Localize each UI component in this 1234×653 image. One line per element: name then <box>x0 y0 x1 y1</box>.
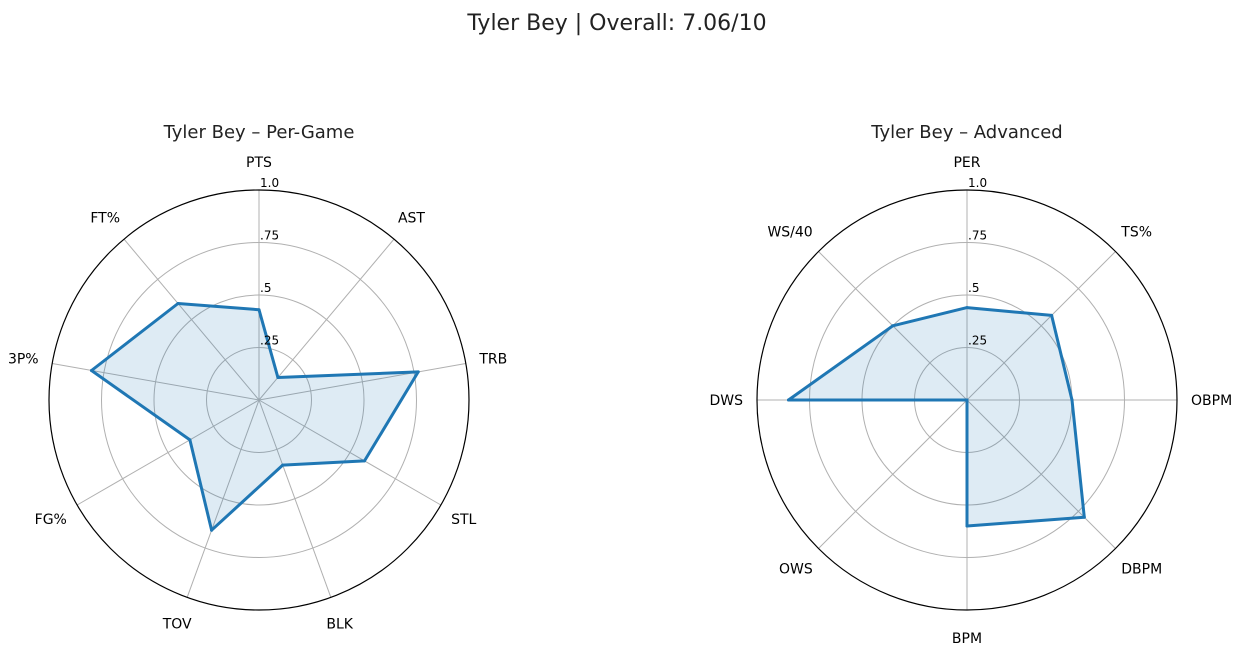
axis-label-stl: STL <box>451 512 476 528</box>
axis-label-per: PER <box>953 155 980 171</box>
data-point-ast <box>276 375 280 379</box>
axis-label-3p-pct: 3P% <box>8 352 39 368</box>
axis-label-fg-pct: FG% <box>35 512 67 528</box>
data-point-trb <box>416 370 420 374</box>
axis-label-ws-40: WS/40 <box>767 225 812 241</box>
tick-label: 1.0 <box>968 176 987 190</box>
tick-label: .25 <box>260 334 279 348</box>
chart-title: Tyler Bey – Advanced <box>870 122 1062 143</box>
data-point-ft-pct <box>176 301 180 305</box>
axis-label-ts-pct: TS% <box>1120 225 1152 241</box>
axis-label-obpm: OBPM <box>1191 393 1232 409</box>
data-point-tov <box>210 528 214 532</box>
data-point-bpm <box>965 524 969 528</box>
outer-boundary <box>756 189 1178 611</box>
data-point-ts-pct <box>1050 313 1054 317</box>
tick-label: .75 <box>968 229 987 243</box>
data-point-3p-pct <box>89 368 93 372</box>
data-point-dbpm <box>1082 515 1086 519</box>
tick-label: .5 <box>260 281 271 295</box>
axis-label-pts: PTS <box>246 155 272 171</box>
axis-label-dws: DWS <box>709 393 743 409</box>
data-point-pts <box>257 308 261 312</box>
axis-label-tov: TOV <box>162 617 192 633</box>
radar-chart-per-game: Tyler Bey – Per-Game .25 .5 .75 1.0 PTS AST TRB… <box>8 122 507 633</box>
axis-spoke <box>966 251 1116 401</box>
axis-label-ows: OWS <box>779 561 813 577</box>
outer-boundary <box>48 189 470 611</box>
data-point-ws-40 <box>891 324 895 328</box>
tick-label: .75 <box>260 229 279 243</box>
axis-spoke <box>123 238 260 401</box>
data-point-per <box>965 306 969 310</box>
data-line <box>90 302 420 532</box>
tick-label: .25 <box>968 334 987 348</box>
data-point-blk <box>281 463 285 467</box>
tick-label: .5 <box>968 281 979 295</box>
data-area <box>788 307 1085 526</box>
axis-spoke <box>186 399 260 598</box>
axis-label-dbpm: DBPM <box>1121 561 1162 577</box>
axis-spoke <box>258 399 332 598</box>
axis-spoke <box>258 399 442 506</box>
chart-title: Tyler Bey – Per-Game <box>163 122 355 143</box>
axis-label-ast: AST <box>398 211 425 227</box>
axis-spoke <box>818 399 968 549</box>
axis-spoke <box>966 399 1116 549</box>
data-point-stl <box>362 459 366 463</box>
figure-title: Tyler Bey | Overall: 7.06/10 <box>466 11 766 36</box>
data-point-ows <box>965 398 969 402</box>
axis-spoke <box>258 363 466 401</box>
axis-spoke <box>76 399 260 506</box>
data-area <box>91 303 419 531</box>
data-point-fg-pct <box>188 438 192 442</box>
axis-label-ft-pct: FT% <box>90 211 120 227</box>
tick-label: 1.0 <box>260 176 279 190</box>
axis-spoke <box>52 363 260 401</box>
axis-spoke <box>258 238 395 401</box>
axis-label-bpm: BPM <box>952 631 982 647</box>
axis-label-trb: TRB <box>478 352 507 368</box>
data-point-obpm <box>1070 398 1074 402</box>
radar-chart-advanced: Tyler Bey – Advanced .25 .5 .75 1.0 PER TS% OBP… <box>709 122 1232 647</box>
data-point-dws <box>787 398 790 402</box>
axis-label-blk: BLK <box>326 617 353 633</box>
